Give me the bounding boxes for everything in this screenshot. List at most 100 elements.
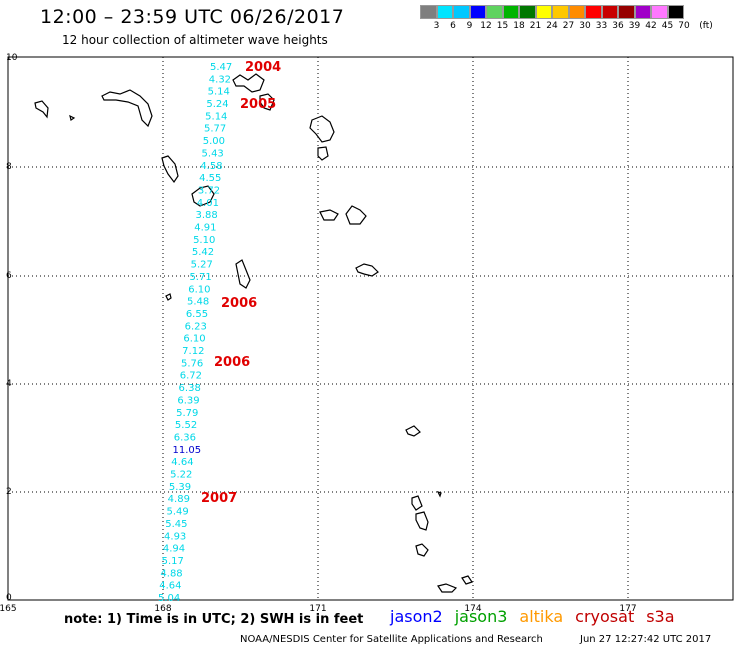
x-tick-label: 165 (0, 604, 17, 614)
wave-height-value: 5.52 (175, 420, 197, 431)
island-outline (235, 259, 251, 289)
wave-height-value: 5.79 (176, 408, 198, 419)
island-outline (405, 425, 421, 437)
wave-height-value: 5.10 (193, 235, 215, 246)
color-legend: 3 6 9 12 15 18 21 24 27 30 33 36 39 42 45 70 (ft) (420, 5, 713, 33)
wave-height-value: 5.71 (189, 272, 211, 283)
x-tick-label: 171 (309, 604, 326, 614)
footer: NOAA/NESDIS Center for Satellite Applica… (240, 634, 711, 645)
wave-height-value: 3.88 (195, 210, 217, 221)
legend-unit: (ft) (699, 21, 713, 31)
legend-swatch (436, 5, 453, 19)
island-outline (317, 146, 329, 161)
legend-swatch (486, 5, 503, 19)
wave-height-value: 5.17 (162, 556, 184, 567)
map-title: 12:00 – 23:59 UTC 06/26/2017 (40, 6, 345, 28)
legend-swatches (420, 5, 684, 19)
wave-height-value: 11.05 (173, 445, 202, 456)
wave-height-value: 4.01 (197, 198, 219, 209)
y-tick-label: 0 (6, 593, 12, 603)
y-tick-label: 6 (6, 271, 12, 281)
wave-height-value: 5.49 (166, 507, 188, 518)
legend-swatch (585, 5, 602, 19)
track-time-label: 2006 (214, 355, 250, 370)
legend-tick: 45 (661, 21, 674, 31)
wave-height-value: 4.55 (199, 173, 221, 184)
wave-height-value: 6.36 (174, 432, 196, 443)
legend-tick: 21 (529, 21, 542, 31)
x-tick-label: 168 (154, 604, 171, 614)
island-outline (415, 511, 429, 531)
y-tick-label: 8 (6, 162, 12, 172)
island-outline (101, 89, 153, 128)
wave-height-value: 5.77 (204, 124, 226, 135)
wave-height-value: 4.93 (164, 531, 186, 542)
legend-tick: 15 (496, 21, 509, 31)
wave-height-value: 6.39 (177, 395, 199, 406)
wave-height-value: 5.00 (203, 136, 225, 147)
track-time-label: 2004 (245, 60, 281, 75)
wave-height-value: 5.14 (208, 87, 230, 98)
legend-tick: 39 (628, 21, 641, 31)
legend-swatch (634, 5, 651, 19)
legend-tick: 30 (579, 21, 591, 31)
y-axis-labels: 10 8 6 4 2 0 (6, 53, 18, 603)
wave-height-value: 4.94 (163, 544, 185, 555)
legend-tick: 12 (480, 21, 492, 31)
legend-swatch (420, 5, 437, 19)
wave-height-value: 6.55 (186, 309, 208, 320)
legend-tick: 42 (645, 21, 657, 31)
island-outline (355, 263, 379, 277)
wave-height-value: 4.89 (168, 494, 190, 505)
wave-height-value: 6.23 (185, 321, 207, 332)
islands (34, 73, 473, 593)
legend-swatch (519, 5, 536, 19)
wave-height-value: 3.72 (198, 185, 220, 196)
x-tick-label: 177 (619, 604, 636, 614)
legend-tick: 33 (595, 21, 608, 31)
map-subtitle: 12 hour collection of altimeter wave hei… (62, 33, 328, 47)
wave-height-value: 5.22 (170, 470, 192, 481)
y-tick-label: 10 (6, 53, 18, 63)
x-axis-labels: 165 168 171 174 177 (0, 604, 637, 614)
wave-height-value: 7.12 (182, 346, 204, 357)
track-time-labels: 2004 2005 2006 2006 2007 (201, 60, 281, 506)
legend-swatch (453, 5, 470, 19)
wave-height-value: 6.10 (188, 284, 210, 295)
legend-swatch (552, 5, 569, 19)
legend-tick: 36 (612, 21, 624, 31)
island-outline (461, 575, 473, 585)
wave-height-value: 6.38 (179, 383, 201, 394)
track-time-label: 2006 (221, 296, 257, 311)
wave-height-value: 4.64 (171, 457, 193, 468)
legend-swatch (469, 5, 486, 19)
legend-swatch (618, 5, 635, 19)
note-text: note: 1) Time is in UTC; 2) SWH is in fe… (64, 612, 364, 627)
legend-swatch (502, 5, 519, 19)
satellite-label: s3a (646, 607, 675, 626)
wave-height-value: 5.47 (210, 62, 232, 73)
island-outline (232, 73, 265, 93)
island-outline (345, 205, 367, 225)
island-outline (436, 490, 442, 498)
legend-tick: 3 (433, 21, 440, 31)
track-time-label: 2007 (201, 491, 237, 506)
satellite-label: jason2 (390, 607, 443, 626)
island-outline (191, 185, 215, 207)
legend-swatch (568, 5, 585, 19)
island-outline (34, 100, 49, 119)
satellite-label: jason3 (454, 607, 508, 626)
island-outline (415, 543, 429, 557)
satellite-label: altika (519, 607, 564, 626)
wave-height-value: 4.91 (194, 223, 216, 234)
x-tick-label: 174 (464, 604, 481, 614)
wave-height-value: 5.45 (165, 519, 187, 530)
legend-tick: 27 (562, 21, 575, 31)
wave-height-value: 5.24 (206, 99, 228, 110)
wave-height-value: 5.27 (191, 260, 213, 271)
footer-credit: NOAA/NESDIS Center for Satellite Applica… (240, 634, 543, 645)
legend-swatch (535, 5, 552, 19)
y-tick-label: 4 (6, 379, 12, 389)
wave-height-value: 5.39 (169, 482, 191, 493)
